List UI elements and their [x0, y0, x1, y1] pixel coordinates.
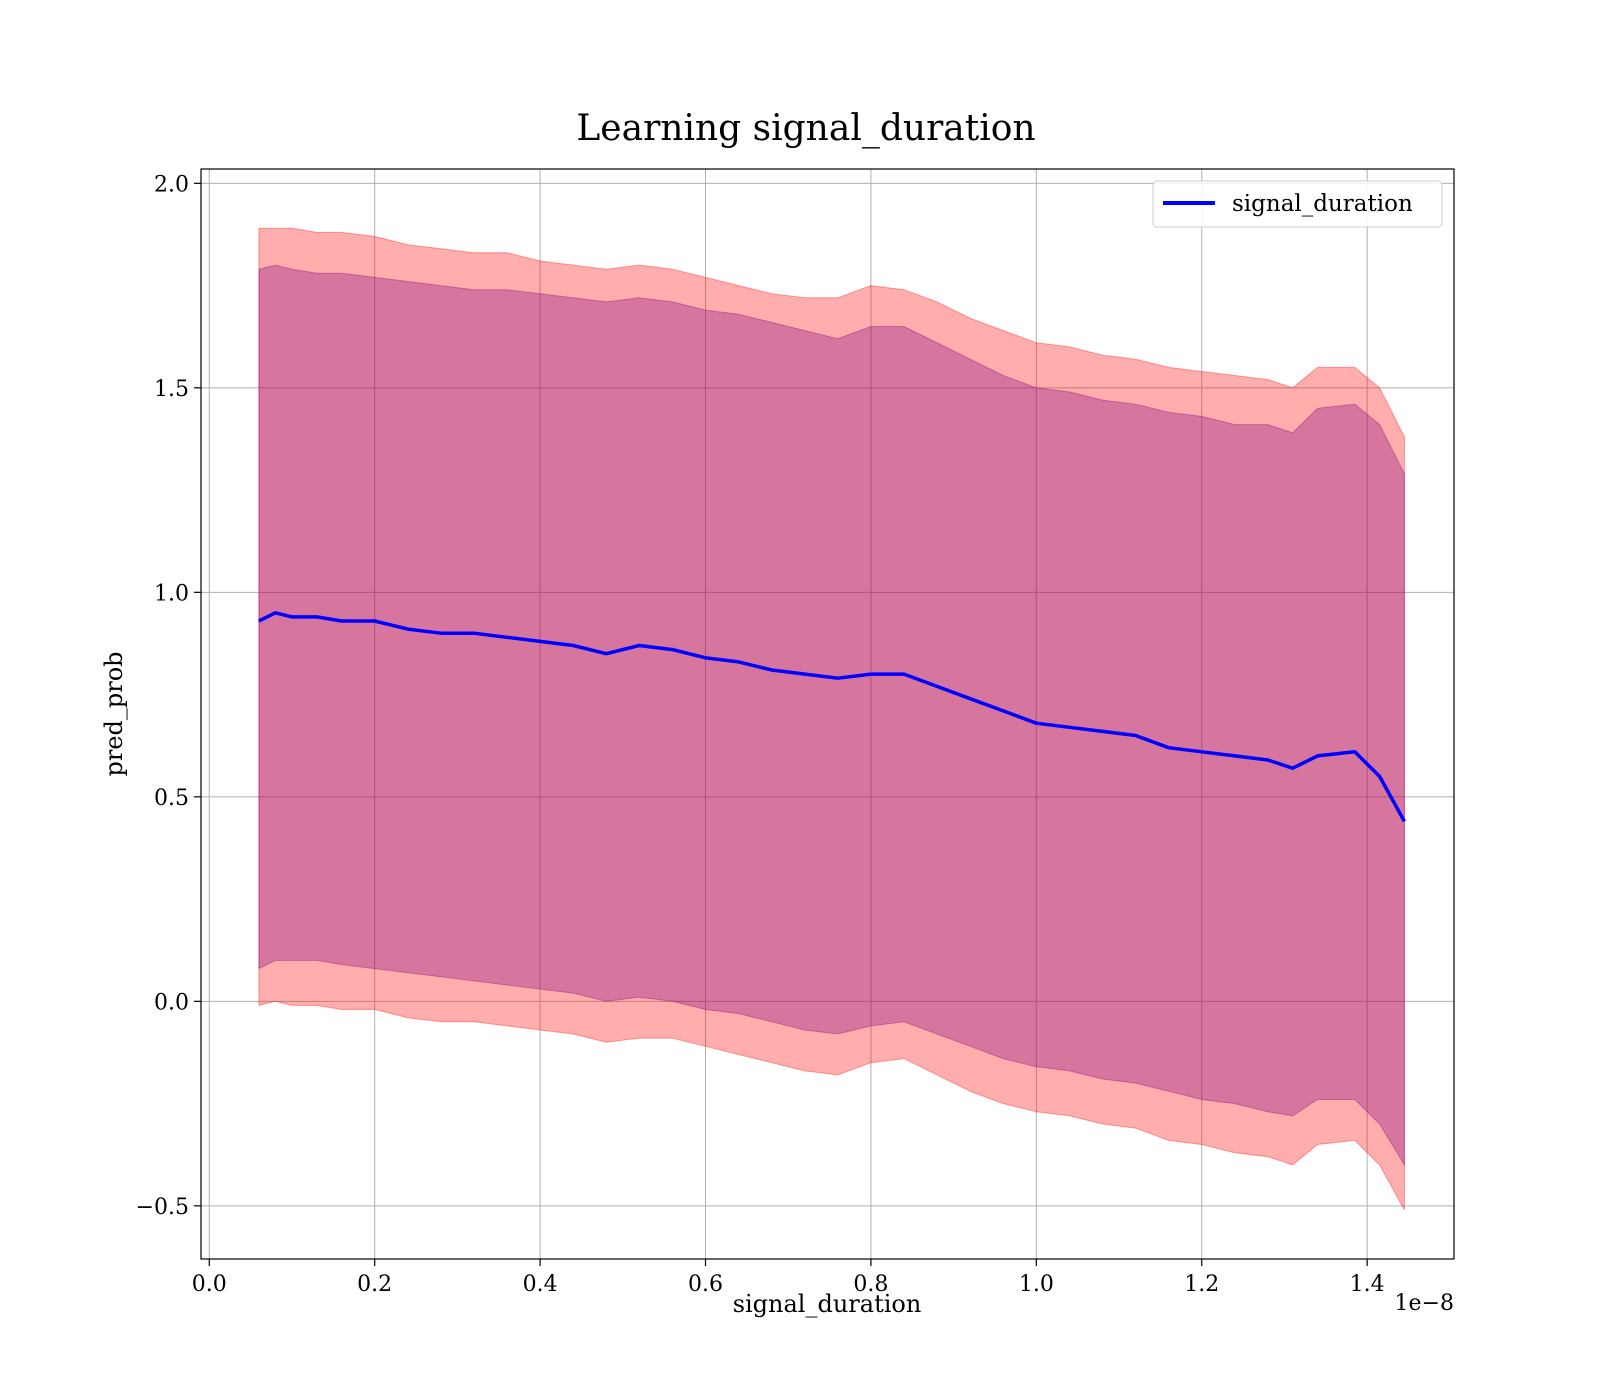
chart-title: Learning signal_duration	[576, 108, 1035, 149]
x-tick-label: 1.4	[1350, 1272, 1385, 1297]
series-lines	[258, 611, 1406, 823]
legend-box	[1152, 180, 1443, 228]
x-tick-label: 0.6	[688, 1272, 723, 1297]
confidence-bands	[258, 227, 1405, 1211]
legend: signal_duration	[1152, 180, 1443, 228]
y-tick-label: 0.0	[154, 990, 189, 1015]
plot-frame	[200, 168, 1455, 1260]
y-axis-label: pred_prob	[100, 651, 128, 776]
y-tick-label: 2.0	[154, 172, 189, 197]
y-tick-label: 1.5	[154, 377, 189, 402]
x-tick-label: 1.2	[1184, 1272, 1219, 1297]
series-line-signal-duration	[258, 611, 1406, 823]
band-outer	[258, 227, 1405, 1211]
band-inner	[258, 264, 1405, 1167]
y-tick-label: −0.5	[136, 1195, 189, 1220]
y-tick-label: 1.0	[154, 581, 189, 606]
x-tick-label: 0.2	[357, 1272, 392, 1297]
x-tick-label: 0.4	[523, 1272, 558, 1297]
x-tick-label: 0.0	[192, 1272, 227, 1297]
grid	[201, 169, 1454, 1259]
y-tick-label: 0.5	[154, 786, 189, 811]
x-tick-label: 1.0	[1019, 1272, 1054, 1297]
x-axis-offset-label: 1e−8	[1395, 1291, 1454, 1316]
x-tick-label: 0.8	[853, 1272, 888, 1297]
x-axis-label: signal_duration	[733, 1290, 922, 1318]
axis-ticks: 0.0 0.2 0.4 0.6 0.8 1.0 1.2 1.4 −0.5 0.0 0.5 1.0 1.5…	[136, 172, 1385, 1297]
legend-entry-label: signal_duration	[1232, 191, 1413, 217]
